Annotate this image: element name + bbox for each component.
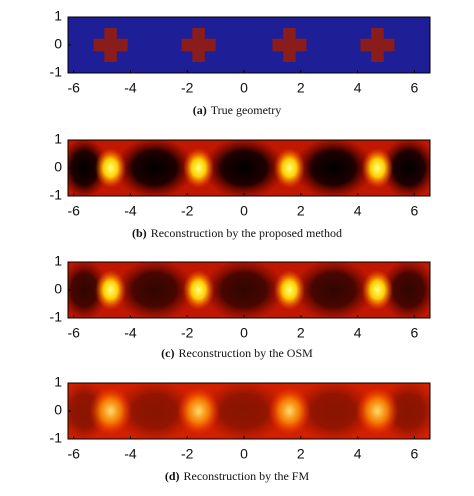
- y-tick-label: 0: [54, 281, 62, 297]
- y-tick-label: -1: [50, 309, 63, 325]
- y-tick-label: 0: [54, 36, 62, 52]
- x-tick-label: 6: [410, 325, 418, 341]
- y-tick-label: 1: [54, 374, 62, 390]
- caption-label: (b): [132, 226, 147, 240]
- peak: [94, 270, 127, 310]
- x-tick-label: -2: [181, 203, 194, 219]
- x-tick-label: -6: [67, 203, 80, 219]
- caption: (a) True geometry: [193, 103, 282, 117]
- peak: [356, 387, 399, 435]
- x-tick-label: -4: [124, 203, 137, 219]
- low-region: [380, 140, 430, 196]
- x-tick-label: 2: [297, 80, 305, 96]
- x-tick-label: -2: [181, 446, 194, 462]
- caption-label: (a): [193, 103, 207, 117]
- plot-area: [68, 383, 430, 439]
- y-tick-label: -1: [50, 187, 63, 203]
- x-tick-label: 0: [240, 446, 248, 462]
- x-tick-label: -4: [124, 446, 137, 462]
- plot-area: [68, 262, 430, 318]
- x-tick-label: 2: [297, 446, 305, 462]
- y-tick-label: 0: [54, 402, 62, 418]
- x-tick-label: -4: [124, 325, 137, 341]
- x-tick-label: 6: [410, 203, 418, 219]
- peak: [94, 148, 127, 188]
- peak: [361, 148, 394, 188]
- x-tick-label: 4: [354, 80, 362, 96]
- x-tick-label: 6: [410, 446, 418, 462]
- caption-text: Reconstruction by the OSM: [179, 346, 314, 360]
- x-tick-label: 0: [240, 325, 248, 341]
- low-region: [203, 383, 285, 439]
- object: [360, 27, 395, 63]
- low-region: [203, 262, 285, 318]
- y-tick-label: -1: [50, 430, 63, 446]
- y-tick-label: 1: [54, 253, 62, 269]
- low-region: [115, 140, 195, 196]
- caption: (b) Reconstruction by the proposed method: [132, 226, 342, 240]
- peak: [273, 148, 306, 188]
- low-region: [293, 140, 374, 196]
- peak: [273, 270, 306, 310]
- peak: [89, 387, 132, 435]
- object: [272, 27, 307, 63]
- low-region: [293, 383, 374, 439]
- x-tick-label: 2: [297, 325, 305, 341]
- low-region: [68, 140, 108, 196]
- peak: [361, 270, 394, 310]
- low-region: [380, 262, 430, 318]
- peak: [182, 148, 215, 188]
- y-tick-label: 0: [54, 159, 62, 175]
- caption-label: (d): [165, 469, 180, 483]
- caption-text: True geometry: [211, 103, 282, 117]
- object: [181, 27, 216, 63]
- x-tick-label: -6: [67, 80, 80, 96]
- y-tick-label: -1: [50, 64, 63, 80]
- x-tick-label: 4: [354, 325, 362, 341]
- peak: [268, 387, 311, 435]
- x-tick-label: 0: [240, 80, 248, 96]
- low-region: [203, 140, 285, 196]
- peak: [182, 270, 215, 310]
- low-region: [68, 262, 108, 318]
- x-tick-label: 2: [297, 203, 305, 219]
- x-tick-label: -2: [181, 325, 194, 341]
- x-tick-label: -6: [67, 325, 80, 341]
- caption-label: (c): [161, 346, 174, 360]
- plot-area: [68, 17, 430, 73]
- x-tick-label: 4: [354, 446, 362, 462]
- low-region: [115, 383, 195, 439]
- object: [93, 27, 128, 63]
- x-tick-label: -2: [181, 80, 194, 96]
- caption-text: Reconstruction by the proposed method: [151, 226, 342, 240]
- caption-text: Reconstruction by the FM: [184, 469, 310, 483]
- x-tick-label: -4: [124, 80, 137, 96]
- x-tick-label: 4: [354, 203, 362, 219]
- low-region: [115, 262, 195, 318]
- caption: (d) Reconstruction by the FM: [165, 469, 310, 483]
- y-tick-label: 1: [54, 8, 62, 24]
- low-region: [293, 262, 374, 318]
- plot-area: [68, 140, 430, 196]
- x-tick-label: 0: [240, 203, 248, 219]
- peak: [177, 387, 220, 435]
- x-tick-label: 6: [410, 80, 418, 96]
- y-tick-label: 1: [54, 131, 62, 147]
- x-tick-label: -6: [67, 446, 80, 462]
- caption: (c) Reconstruction by the OSM: [161, 346, 313, 360]
